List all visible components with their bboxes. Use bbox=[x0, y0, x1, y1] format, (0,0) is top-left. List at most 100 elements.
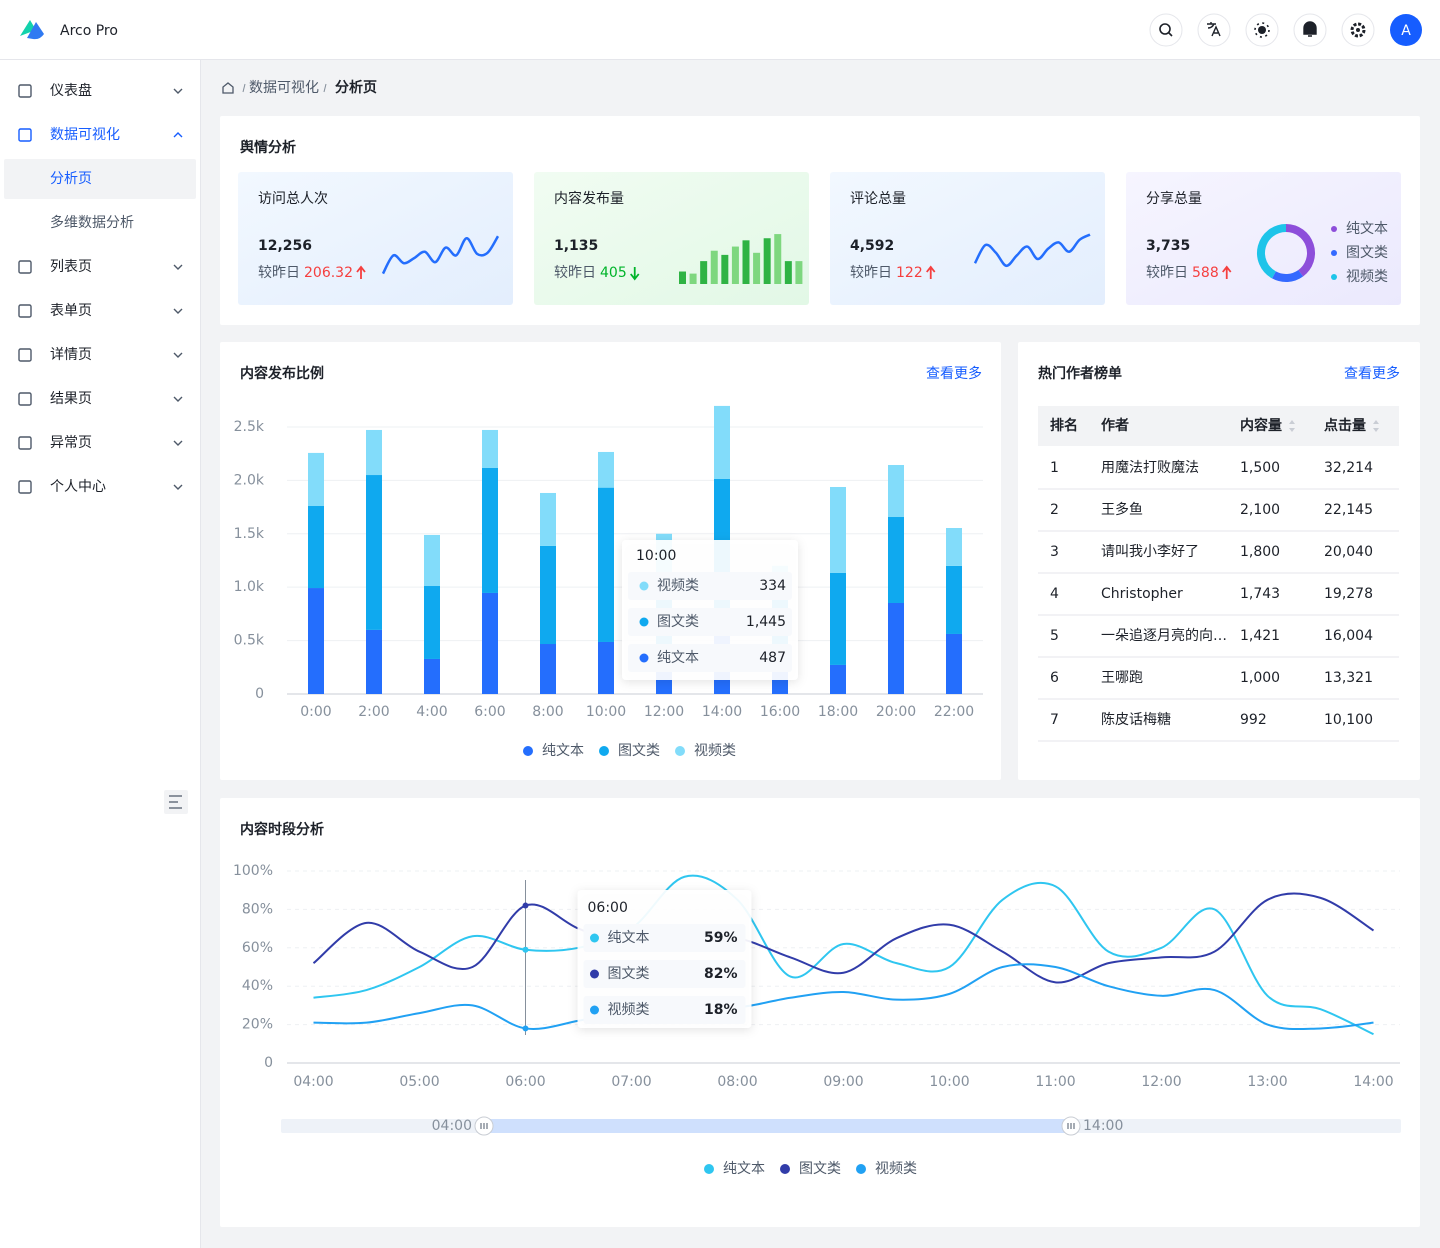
x-tick-label: 16:00 bbox=[760, 704, 800, 720]
tooltip-title: 10:00 bbox=[636, 548, 676, 564]
x-tick-label: 14:00 bbox=[702, 704, 742, 720]
legend-label: 视频类 bbox=[875, 1161, 917, 1177]
view-more-link[interactable]: 查看更多 bbox=[926, 365, 982, 382]
menu-icon bbox=[18, 392, 32, 406]
table-cell: 992 bbox=[1240, 712, 1267, 728]
menu-icon bbox=[18, 436, 32, 450]
x-tick-label: 13:00 bbox=[1247, 1074, 1287, 1090]
table-cell: 1,743 bbox=[1240, 586, 1280, 602]
zoom-selection[interactable] bbox=[484, 1119, 1071, 1133]
tooltip-dot bbox=[639, 617, 649, 627]
menu-icon bbox=[18, 128, 32, 142]
line-series bbox=[313, 963, 1374, 1031]
table-cell: 王多鱼 bbox=[1101, 501, 1143, 518]
menu-arrow bbox=[173, 396, 183, 402]
bar-segment bbox=[888, 464, 904, 518]
x-tick-label: 12:00 bbox=[644, 704, 684, 720]
tooltip-value: 487 bbox=[759, 650, 786, 666]
legend-dot bbox=[856, 1164, 866, 1174]
table-cell: 请叫我小李好了 bbox=[1101, 544, 1199, 560]
menu-item-hit[interactable] bbox=[4, 291, 196, 331]
sidebar-border bbox=[200, 60, 201, 1248]
table-cell: 10,100 bbox=[1324, 712, 1373, 728]
x-tick-label: 12:00 bbox=[1141, 1074, 1181, 1090]
tooltip-row bbox=[583, 924, 746, 952]
tooltip-name: 纯文本 bbox=[657, 650, 699, 666]
hover-point bbox=[522, 946, 529, 953]
x-tick-label: 06:00 bbox=[505, 1074, 545, 1090]
sort-icon[interactable] bbox=[1373, 420, 1379, 432]
stat-card-title: 评论总量 bbox=[850, 191, 906, 207]
x-tick-label: 10:00 bbox=[929, 1074, 969, 1090]
menu-item: 列表页 bbox=[50, 259, 92, 275]
zoom-label: 04:00 bbox=[432, 1118, 472, 1134]
legend-dot bbox=[704, 1164, 714, 1174]
header-icon-button[interactable] bbox=[1149, 13, 1183, 47]
menu-arrow bbox=[173, 264, 183, 270]
x-tick-label: 8:00 bbox=[532, 704, 563, 720]
table-cell: 13,321 bbox=[1324, 670, 1373, 686]
compare-change: 588 bbox=[1192, 265, 1219, 281]
legend-label: 图文类 bbox=[618, 743, 660, 759]
trend-arrow bbox=[630, 267, 640, 281]
bar-segment bbox=[946, 565, 962, 634]
menu-item-hit[interactable] bbox=[4, 379, 196, 419]
legend-label: 图文类 bbox=[799, 1161, 841, 1177]
table-cell: 1,500 bbox=[1240, 460, 1280, 476]
y-tick-label: 0 bbox=[264, 1055, 273, 1071]
menu-arrow bbox=[173, 132, 183, 138]
logo-text: Arco Pro bbox=[60, 23, 118, 39]
breadcrumb-item[interactable]: 数据可视化 bbox=[249, 80, 319, 96]
tooltip-dot bbox=[639, 653, 649, 663]
submenu-item-hit[interactable] bbox=[4, 159, 196, 199]
table-cell: 1,421 bbox=[1240, 628, 1280, 644]
panel-title: 热门作者榜单 bbox=[1038, 365, 1122, 382]
table-cell: 用魔法打败魔法 bbox=[1101, 459, 1199, 476]
table-cell: 32,214 bbox=[1324, 460, 1373, 476]
stat-card bbox=[830, 172, 1105, 305]
sort-icon[interactable] bbox=[1289, 420, 1295, 432]
x-tick-label: 09:00 bbox=[823, 1074, 863, 1090]
legend-dot bbox=[780, 1164, 790, 1174]
table-cell: 3 bbox=[1050, 544, 1059, 560]
search-icon bbox=[1168, 32, 1173, 37]
x-tick-label: 07:00 bbox=[611, 1074, 651, 1090]
bar-segment bbox=[482, 592, 498, 694]
y-tick-label: 2.5k bbox=[234, 419, 265, 435]
bar-segment bbox=[482, 467, 498, 593]
column-header: 点击量 bbox=[1324, 417, 1366, 434]
translate-icon bbox=[1207, 22, 1221, 37]
column-header: 作者 bbox=[1101, 417, 1129, 434]
x-tick-label: 14:00 bbox=[1353, 1074, 1393, 1090]
stat-card-value: 3,735 bbox=[1146, 238, 1190, 254]
header-border bbox=[0, 59, 1440, 60]
y-tick-label: 100% bbox=[233, 863, 273, 879]
menu-item-hit[interactable] bbox=[4, 247, 196, 287]
compare-change: 122 bbox=[896, 265, 923, 281]
overview-panel bbox=[220, 116, 1420, 325]
bar-segment bbox=[424, 534, 440, 587]
menu-item-hit[interactable] bbox=[4, 423, 196, 463]
stat-card-value: 4,592 bbox=[850, 238, 894, 254]
tooltip-name: 视频类 bbox=[608, 1002, 650, 1018]
logo-icon bbox=[27, 22, 44, 40]
tooltip-row bbox=[628, 644, 792, 672]
mini-bar bbox=[763, 238, 771, 284]
table-cell: 16,004 bbox=[1324, 628, 1373, 644]
menu-item-hit[interactable] bbox=[4, 71, 196, 111]
tooltip-value: 82% bbox=[704, 966, 738, 982]
menu-item: 结果页 bbox=[50, 391, 92, 407]
menu-item: 异常页 bbox=[50, 435, 92, 451]
compare-label: 较昨日 bbox=[1146, 265, 1188, 281]
mini-bar bbox=[700, 261, 708, 284]
view-more-link[interactable]: 查看更多 bbox=[1344, 365, 1400, 382]
bell-icon bbox=[1303, 21, 1317, 37]
menu-arrow bbox=[173, 88, 183, 94]
stat-card-value: 1,135 bbox=[554, 238, 598, 254]
menu-item-hit[interactable] bbox=[4, 335, 196, 375]
column-header: 内容量 bbox=[1240, 417, 1282, 434]
avatar[interactable] bbox=[1390, 14, 1422, 46]
tooltip-title: 06:00 bbox=[588, 900, 628, 916]
menu-icon bbox=[18, 84, 32, 98]
bar-segment bbox=[366, 629, 382, 694]
